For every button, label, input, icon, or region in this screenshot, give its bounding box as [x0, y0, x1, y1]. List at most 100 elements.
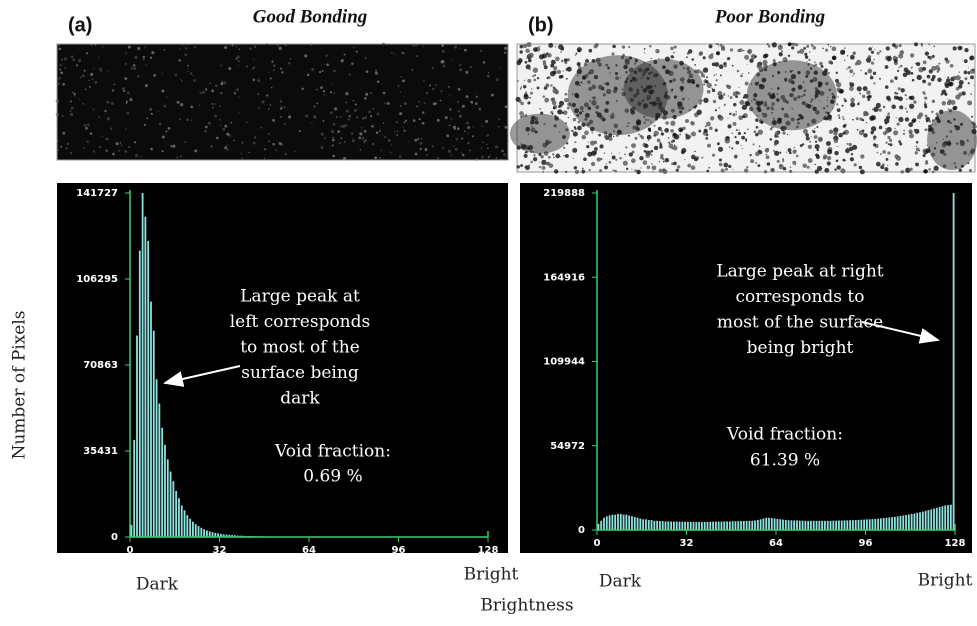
- bar: [673, 522, 675, 530]
- image-speck: [707, 83, 712, 88]
- image-speck: [673, 133, 676, 136]
- image-speck: [241, 157, 243, 159]
- image-speck: [908, 122, 913, 127]
- image-speck: [59, 48, 62, 51]
- image-speck: [411, 69, 413, 71]
- image-speck: [433, 102, 436, 105]
- image-speck: [915, 163, 919, 167]
- image-speck: [715, 129, 718, 132]
- annotation-line: Large peak at right: [716, 262, 883, 282]
- image-speck: [856, 117, 859, 120]
- image-speck: [368, 110, 371, 113]
- y-tick-label: 164916: [543, 272, 585, 283]
- image-speck: [323, 120, 325, 122]
- image-speck: [220, 124, 221, 125]
- image-speck: [394, 53, 395, 54]
- image-speck: [703, 84, 705, 86]
- image-speck: [923, 154, 926, 157]
- bar: [712, 522, 714, 530]
- image-speck: [70, 113, 73, 116]
- image-speck: [475, 159, 477, 161]
- image-speck: [334, 107, 337, 110]
- image-speck: [57, 103, 58, 104]
- bar: [866, 519, 868, 530]
- image-speck: [866, 90, 870, 94]
- image-speck: [565, 154, 569, 158]
- bar: [656, 521, 658, 530]
- image-speck: [953, 106, 957, 110]
- image-speck: [673, 57, 674, 58]
- image-speck: [911, 67, 912, 68]
- image-speck: [57, 82, 60, 85]
- image-speck: [849, 69, 853, 73]
- image-speck: [153, 74, 156, 77]
- bar: [855, 520, 857, 530]
- image-speck: [910, 53, 914, 57]
- image-speck: [739, 100, 744, 105]
- image-speck: [754, 130, 757, 133]
- image-speck: [879, 109, 882, 112]
- image-speck: [485, 120, 488, 123]
- image-speck: [788, 42, 792, 46]
- image-speck: [166, 96, 168, 98]
- image-speck: [301, 88, 303, 90]
- image-speck: [533, 47, 538, 52]
- image-speck: [86, 140, 88, 142]
- image-speck: [594, 147, 598, 151]
- image-speck: [358, 137, 361, 140]
- image-speck: [140, 156, 142, 158]
- x-tick-label: 64: [302, 545, 316, 556]
- image-speck: [553, 66, 557, 70]
- image-speck: [718, 147, 723, 152]
- image-speck: [879, 50, 881, 52]
- image-speck: [719, 163, 723, 167]
- image-speck: [863, 133, 867, 137]
- image-speck: [665, 158, 669, 162]
- image-speck: [873, 143, 876, 146]
- image-speck: [128, 146, 130, 148]
- x-tick-label: 96: [392, 545, 406, 556]
- image-speck: [332, 83, 333, 84]
- image-speck: [819, 138, 822, 141]
- image-speck: [520, 86, 522, 88]
- image-speck: [745, 138, 747, 140]
- image-speck: [266, 94, 268, 96]
- image-speck: [577, 47, 582, 52]
- image-speck: [236, 46, 237, 47]
- image-speck: [948, 99, 951, 102]
- image-speck: [335, 70, 336, 71]
- bar: [186, 515, 188, 537]
- image-speck: [836, 72, 838, 74]
- image-speck: [873, 82, 875, 84]
- image-speck: [345, 101, 347, 103]
- image-speck: [740, 74, 743, 77]
- image-speck: [885, 129, 889, 133]
- image-speck: [102, 46, 104, 48]
- image-speck: [72, 58, 75, 61]
- bar: [771, 518, 773, 530]
- bar: [785, 520, 787, 530]
- image-speck: [401, 76, 402, 77]
- image-speck: [837, 96, 838, 97]
- image-speck: [671, 140, 674, 143]
- image-speck: [591, 132, 593, 134]
- image-speck: [691, 58, 694, 61]
- image-speck: [903, 130, 904, 131]
- image-speck: [84, 70, 86, 72]
- bar: [740, 521, 742, 530]
- image-speck: [238, 48, 239, 49]
- image-speck: [932, 55, 935, 58]
- image-speck: [172, 145, 175, 148]
- bar: [746, 521, 748, 530]
- image-speck: [704, 129, 708, 133]
- image-speck: [426, 154, 428, 156]
- image-speck: [547, 55, 549, 57]
- bar: [161, 428, 163, 537]
- image-speck: [232, 44, 234, 46]
- image-speck: [396, 134, 398, 136]
- image-speck: [835, 79, 839, 83]
- image-speck: [581, 170, 585, 174]
- image-speck: [707, 144, 711, 148]
- chart-panel: [520, 183, 972, 553]
- image-speck: [770, 138, 773, 141]
